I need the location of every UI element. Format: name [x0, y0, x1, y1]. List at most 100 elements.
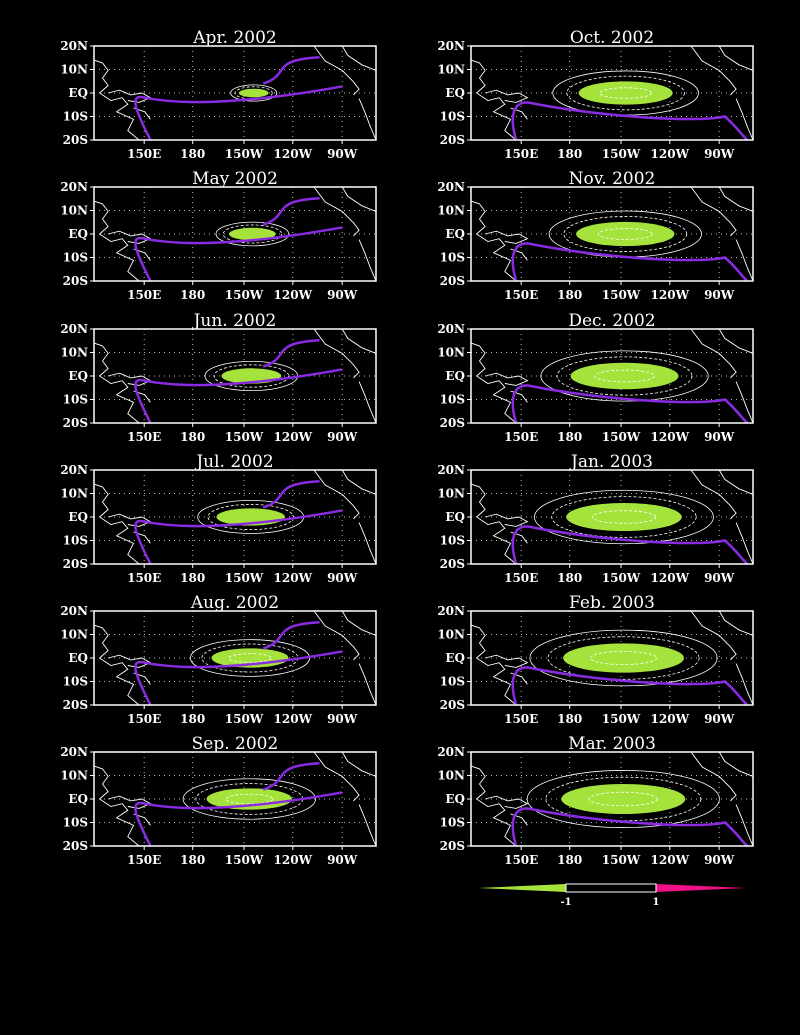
lat-label: 10N	[60, 487, 88, 501]
lat-label: 20N	[60, 322, 88, 336]
coastline-east	[690, 328, 754, 424]
lat-label: 10N	[60, 769, 88, 783]
lat-label: 20N	[437, 180, 465, 194]
lat-label: 10N	[60, 628, 88, 642]
lat-label: EQ	[445, 227, 465, 241]
lon-label: 150E	[127, 853, 161, 867]
lon-label: 120W	[651, 430, 690, 444]
negative-anomaly-area	[566, 502, 682, 532]
colorbar: -1 1	[478, 883, 746, 908]
lon-label: 120W	[651, 288, 690, 302]
lat-label: 20S	[63, 839, 88, 853]
lat-label: 10N	[437, 487, 465, 501]
lon-label: 120W	[274, 430, 313, 444]
lat-label: 10N	[60, 63, 88, 77]
lat-label: EQ	[445, 86, 465, 100]
lon-label: 150E	[127, 430, 161, 444]
lat-label: 20N	[437, 322, 465, 336]
contour-outer	[540, 350, 709, 402]
lon-label: 150E	[127, 571, 161, 585]
lon-label: 180	[557, 288, 582, 302]
lat-label: 20N	[60, 39, 88, 53]
lat-label: 10N	[437, 346, 465, 360]
coastline-east	[313, 45, 377, 141]
coastline-east	[690, 45, 754, 141]
lat-label: 10S	[63, 393, 88, 407]
panel-title: Feb. 2003	[569, 593, 655, 613]
contour-mid	[566, 75, 685, 111]
zero-contour-north	[262, 621, 320, 650]
coastline-east	[690, 751, 754, 847]
lon-label: 180	[180, 430, 205, 444]
colorbar-positive-segment	[656, 884, 746, 892]
lon-label: 150W	[602, 571, 641, 585]
contour-mid	[563, 216, 688, 252]
zero-contour	[134, 368, 343, 424]
lat-label: 20S	[63, 274, 88, 288]
lon-label: 150W	[225, 571, 264, 585]
contour-inner	[597, 228, 653, 240]
contour-inner	[588, 791, 658, 807]
coastline-east	[313, 328, 377, 424]
lon-label: 90W	[704, 571, 735, 585]
contour-inner	[591, 510, 657, 524]
lat-label: EQ	[445, 510, 465, 524]
contour-inner	[589, 650, 658, 666]
lat-label: 20S	[440, 839, 465, 853]
lon-label: 180	[557, 853, 582, 867]
lon-label: 150E	[504, 147, 538, 161]
zero-contour-north	[262, 339, 320, 368]
lat-label: EQ	[445, 651, 465, 665]
contour-mid	[545, 776, 702, 822]
contour-outer	[529, 629, 718, 687]
negative-anomaly-area	[570, 362, 679, 390]
lat-label: EQ	[68, 227, 88, 241]
zero-contour	[134, 509, 343, 565]
lon-label: 180	[557, 430, 582, 444]
zero-contour	[134, 85, 343, 141]
lat-label: 10S	[63, 110, 88, 124]
lat-label: 20S	[440, 274, 465, 288]
lat-label: 10N	[60, 346, 88, 360]
map-panel: Jun. 2002 20N 10N EQ 10S 20S 150E 180 150W 120W 90…	[60, 311, 377, 444]
map-panel: Oct. 2002 20N 10N EQ 10S 20S 150E 180 150W 120W 90…	[437, 28, 754, 161]
lat-label: 20N	[437, 745, 465, 759]
lon-label: 150W	[602, 430, 641, 444]
lat-label: 20N	[437, 604, 465, 618]
lon-label: 150E	[504, 571, 538, 585]
lat-label: EQ	[68, 651, 88, 665]
contour-mid	[556, 356, 693, 396]
lat-label: 20S	[440, 698, 465, 712]
coastline-east	[690, 469, 754, 565]
lat-label: EQ	[68, 86, 88, 100]
colorbar-label-pos: 1	[653, 897, 660, 908]
contour-outer	[215, 221, 290, 247]
negative-anomaly-area	[563, 643, 684, 673]
lon-label: 150W	[602, 147, 641, 161]
contour-inner	[225, 793, 274, 805]
lat-label: 20N	[60, 180, 88, 194]
contour-inner	[599, 87, 652, 99]
lon-label: 90W	[704, 430, 735, 444]
negative-anomaly-area	[561, 783, 686, 815]
coastline-east	[313, 186, 377, 282]
panel-title: Oct. 2002	[570, 28, 654, 48]
lon-label: 180	[557, 712, 582, 726]
contour-outer	[230, 84, 278, 102]
lat-label: 20S	[440, 557, 465, 571]
lat-label: 20S	[63, 133, 88, 147]
lon-label: 180	[557, 147, 582, 161]
coastline-east	[313, 610, 377, 706]
lat-label: 20N	[60, 463, 88, 477]
map-panel: Jul. 2002 20N 10N EQ 10S 20S 150E 180 150W 120W 90…	[60, 452, 377, 585]
zero-contour	[511, 666, 749, 706]
lon-label: 90W	[704, 288, 735, 302]
lon-label: 90W	[327, 288, 358, 302]
lon-label: 120W	[651, 853, 690, 867]
lon-label: 150W	[225, 288, 264, 302]
zero-contour	[134, 791, 343, 847]
negative-anomaly-area	[228, 227, 276, 241]
zero-contour-north	[262, 56, 320, 85]
lat-label: 10S	[63, 675, 88, 689]
